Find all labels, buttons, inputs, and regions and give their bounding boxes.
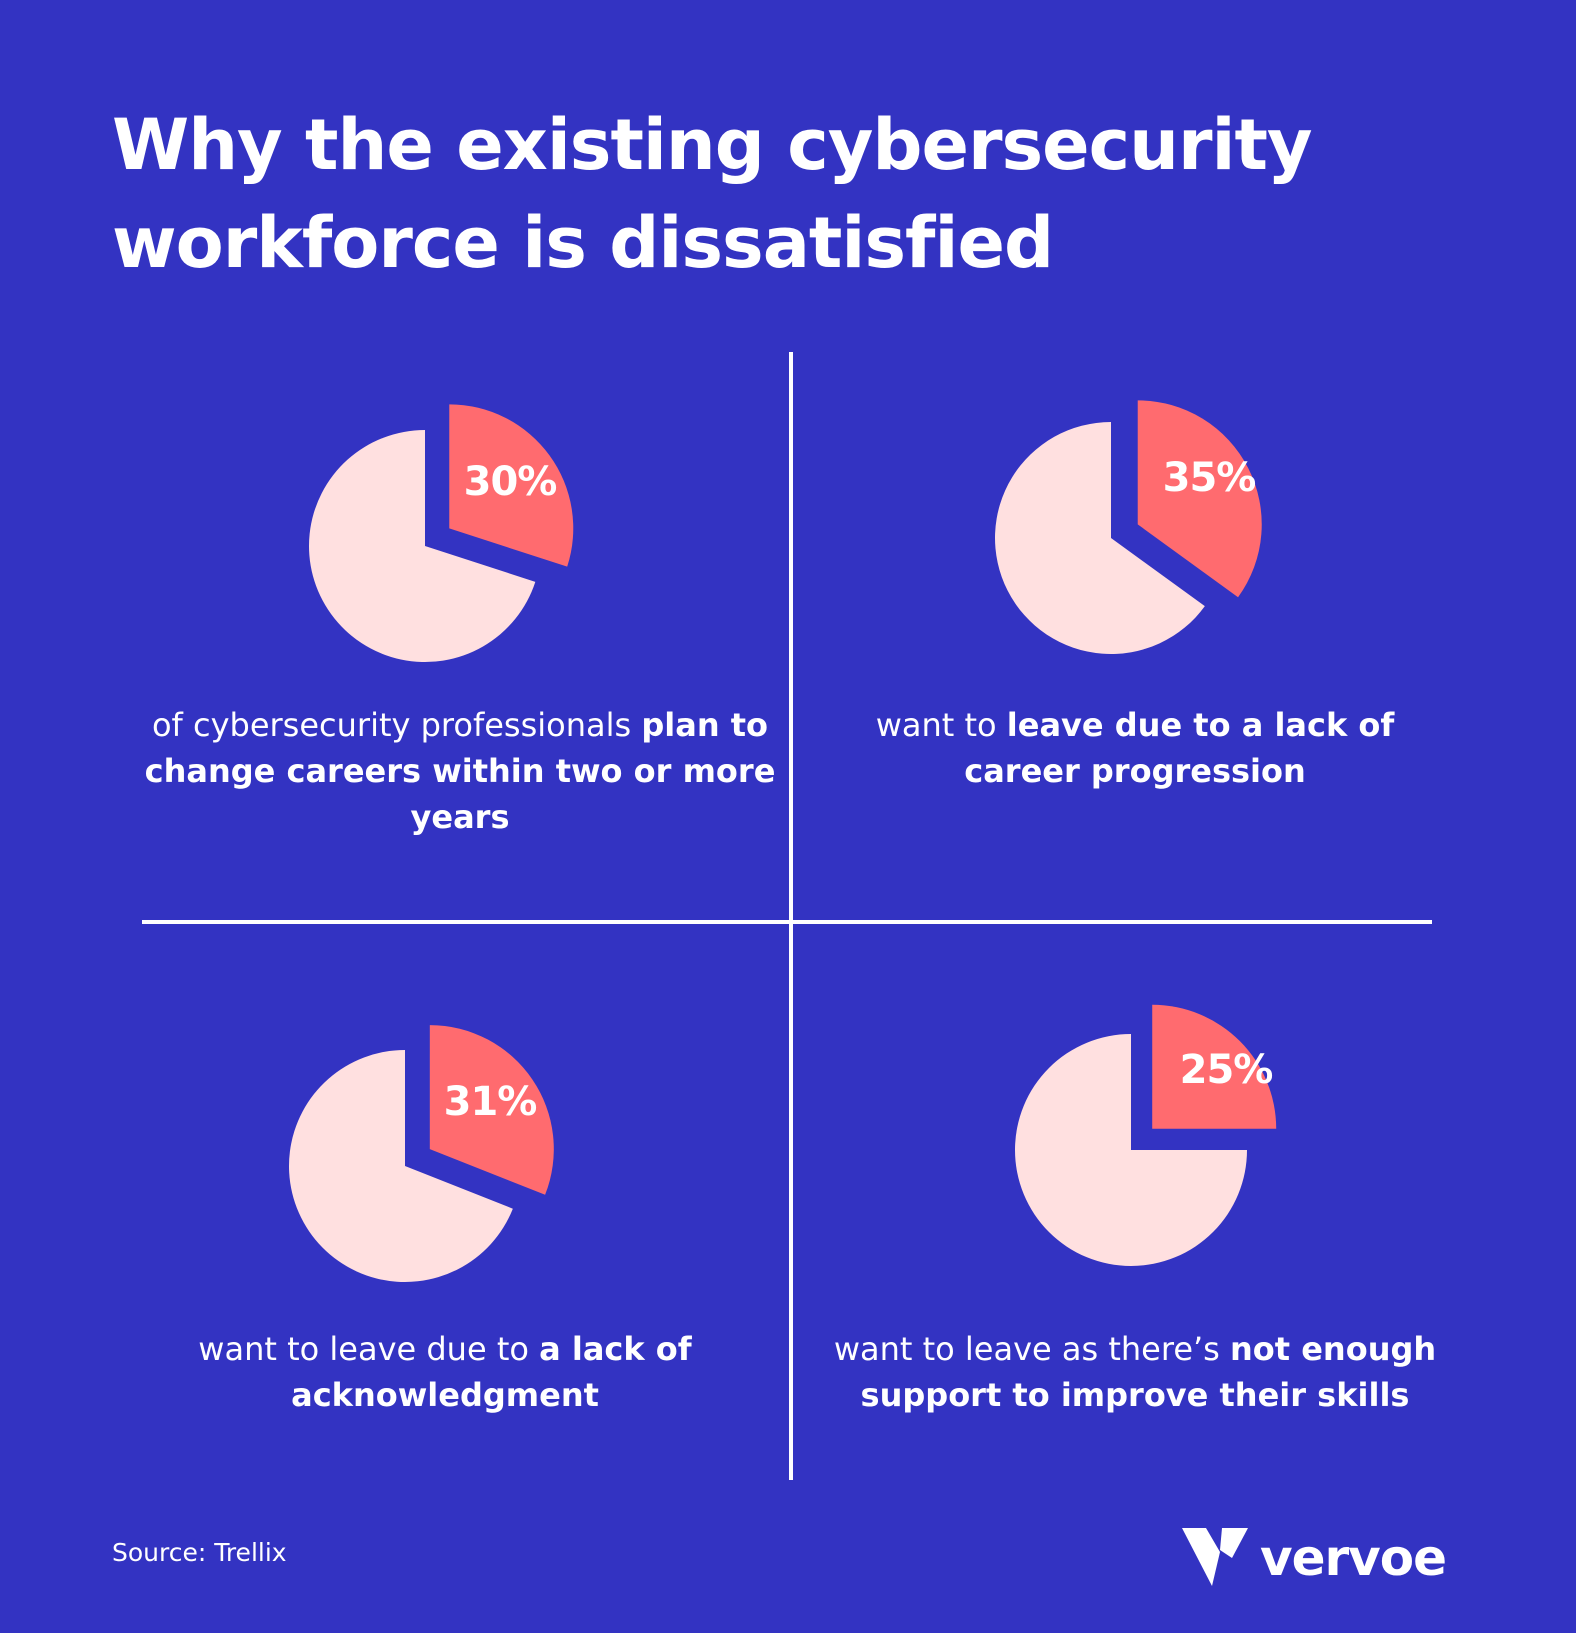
pie-chart-career-change <box>308 404 574 662</box>
percent-label-career-progression: 35% <box>1162 455 1257 501</box>
pie-slice-remainder <box>288 1050 513 1282</box>
percent-label-acknowledgment: 31% <box>443 1079 538 1125</box>
pie-slice-highlight <box>1137 400 1262 598</box>
pie-slice-highlight <box>429 1025 554 1195</box>
vervoe-v-logo-icon <box>1182 1528 1248 1586</box>
pie-chart-acknowledgment <box>288 1025 554 1282</box>
pie-slice-highlight <box>1152 1004 1277 1129</box>
pie-slice-remainder <box>308 430 536 662</box>
caption-regular-text: of cybersecurity professionals <box>151 706 632 744</box>
pie-slice-remainder <box>1015 1034 1247 1266</box>
caption-bold-text: not enough support to improve their skil… <box>860 1330 1437 1414</box>
caption-career-progression: want to leave due to a lack of career pr… <box>815 702 1455 794</box>
caption-bold-text: a lack of acknowledgment <box>291 1330 692 1414</box>
caption-regular-text: want to leave due to <box>198 1330 529 1368</box>
percent-label-skills-support: 25% <box>1179 1047 1274 1093</box>
caption-regular-text: want to <box>875 706 997 744</box>
caption-bold-text: plan to change careers within two or mor… <box>144 706 776 836</box>
horizontal-divider <box>142 920 1432 924</box>
pie-slice-remainder <box>995 422 1205 654</box>
pie-slice-highlight <box>449 404 574 567</box>
pie-chart-skills-support <box>1015 1004 1277 1266</box>
caption-career-change: of cybersecurity professionals plan to c… <box>140 702 780 840</box>
percent-label-career-change: 30% <box>463 459 558 505</box>
brand-wordmark: vervoe <box>1260 1529 1447 1587</box>
caption-skills-support: want to leave as there’s not enough supp… <box>815 1326 1455 1418</box>
source-note: Source: Trellix <box>112 1538 287 1567</box>
page-title: Why the existing cybersecurity workforce… <box>112 104 1313 284</box>
brand-logo: vervoe <box>1182 1528 1447 1588</box>
pie-chart-career-progression <box>995 400 1262 654</box>
caption-bold-text: leave due to a lack of career progressio… <box>964 706 1395 790</box>
caption-regular-text: want to leave as there’s <box>833 1330 1220 1368</box>
vertical-divider <box>789 352 793 1480</box>
caption-acknowledgment: want to leave due to a lack of acknowled… <box>125 1326 765 1418</box>
